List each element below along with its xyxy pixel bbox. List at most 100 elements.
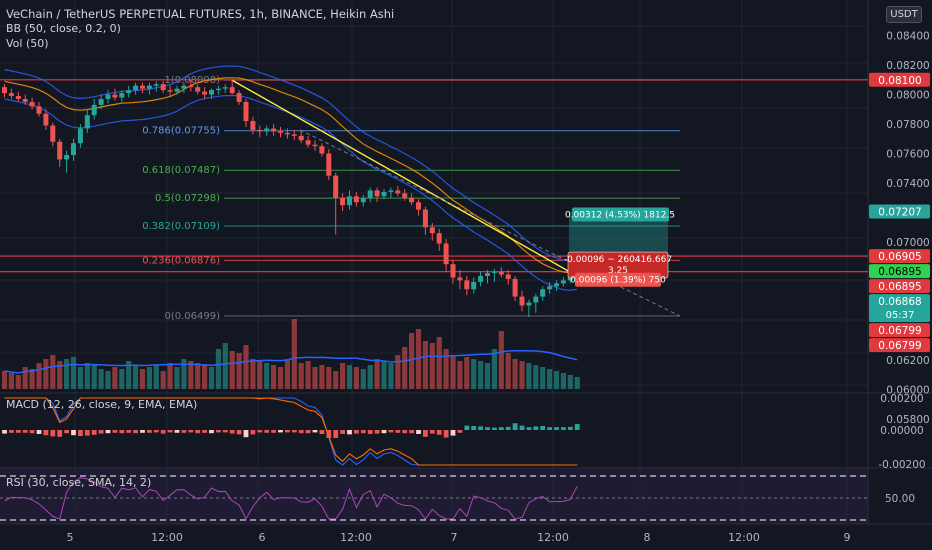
volume-bar	[181, 359, 187, 389]
candle-body[interactable]	[340, 197, 346, 206]
candle-body[interactable]	[64, 155, 70, 160]
candle-body[interactable]	[422, 209, 428, 228]
candle-body[interactable]	[222, 87, 228, 89]
candle-body[interactable]	[243, 101, 249, 122]
candle-body[interactable]	[112, 94, 118, 98]
bollinger-legend[interactable]: BB (50, close, 0.2, 0)	[6, 22, 121, 35]
candle-body[interactable]	[560, 280, 566, 284]
volume-bar	[236, 353, 242, 389]
candle-body[interactable]	[540, 289, 546, 297]
candle-body[interactable]	[471, 281, 477, 290]
trendline[interactable]	[231, 79, 591, 284]
candle-body[interactable]	[533, 296, 539, 303]
candle-body[interactable]	[298, 135, 304, 141]
macd-legend[interactable]: MACD (12, 26, close, 9, EMA, EMA)	[6, 398, 198, 411]
candle-body[interactable]	[146, 85, 152, 89]
candle-body[interactable]	[347, 196, 352, 206]
candle-body[interactable]	[43, 113, 49, 126]
candle-body[interactable]	[498, 271, 504, 275]
candle-body[interactable]	[257, 129, 263, 132]
candle-body[interactable]	[215, 88, 221, 91]
candle-body[interactable]	[250, 121, 256, 130]
candle-body[interactable]	[36, 106, 42, 114]
candle-body[interactable]	[402, 193, 408, 198]
candle-body[interactable]	[98, 98, 104, 105]
macd-histogram-bar	[209, 430, 214, 434]
candle-body[interactable]	[305, 140, 311, 145]
candle-body[interactable]	[409, 197, 415, 203]
candle-body[interactable]	[77, 128, 83, 144]
candle-body[interactable]	[195, 87, 201, 92]
candle-body[interactable]	[326, 153, 332, 176]
candle-body[interactable]	[22, 98, 28, 102]
candle-body[interactable]	[450, 264, 456, 278]
candle-body[interactable]	[360, 197, 366, 203]
candle-body[interactable]	[319, 146, 325, 154]
candle-body[interactable]	[229, 87, 235, 94]
candle-body[interactable]	[71, 143, 76, 156]
candle-body[interactable]	[353, 196, 359, 203]
candle-body[interactable]	[436, 233, 442, 244]
candle-body[interactable]	[174, 88, 180, 92]
candle-body[interactable]	[381, 191, 387, 197]
candle-body[interactable]	[271, 128, 277, 132]
candle-body[interactable]	[209, 90, 214, 95]
volume-legend[interactable]: Vol (50)	[6, 37, 49, 50]
candle-body[interactable]	[140, 85, 145, 89]
candle-body[interactable]	[464, 280, 470, 290]
candle-body[interactable]	[485, 273, 490, 276]
candle-body[interactable]	[126, 90, 132, 94]
price-tag-countdown: 05:37	[886, 310, 915, 321]
candle-body[interactable]	[547, 286, 553, 290]
candle-body[interactable]	[512, 278, 518, 297]
candle-body[interactable]	[188, 85, 194, 88]
candle-body[interactable]	[153, 84, 159, 86]
candle-body[interactable]	[264, 128, 270, 132]
candle-body[interactable]	[8, 93, 14, 97]
candle-body[interactable]	[312, 144, 318, 147]
candle-body[interactable]	[505, 274, 511, 279]
candle-body[interactable]	[181, 85, 187, 89]
candle-body[interactable]	[478, 275, 484, 282]
candle-body[interactable]	[160, 84, 166, 91]
candle-body[interactable]	[333, 175, 339, 198]
candle-body[interactable]	[554, 283, 559, 287]
candle-body[interactable]	[526, 302, 532, 306]
candle-body[interactable]	[50, 125, 56, 142]
volume-bar	[326, 367, 332, 389]
candle-body[interactable]	[429, 227, 435, 234]
currency-button[interactable]: USDT	[886, 6, 922, 23]
candle-body[interactable]	[167, 90, 173, 92]
candle-body[interactable]	[416, 202, 421, 210]
candle-body[interactable]	[29, 101, 35, 107]
volume-bar	[229, 351, 235, 389]
candle-body[interactable]	[57, 141, 63, 160]
candle-body[interactable]	[395, 190, 401, 194]
candle-body[interactable]	[491, 271, 497, 274]
candle-body[interactable]	[133, 85, 139, 91]
target-label: 0.00312 (4.53%) 1812.5	[565, 211, 675, 221]
candle-body[interactable]	[202, 91, 208, 95]
candle-body[interactable]	[457, 277, 463, 281]
candle-body[interactable]	[84, 115, 90, 129]
candle-body[interactable]	[105, 94, 111, 99]
candle-body[interactable]	[388, 190, 394, 192]
candle-body[interactable]	[284, 132, 290, 135]
candle-body[interactable]	[519, 296, 525, 306]
rsi-legend[interactable]: RSI (30, close, SMA, 14, 2)	[6, 476, 152, 489]
candle-body[interactable]	[15, 96, 21, 99]
candle-body[interactable]	[236, 93, 242, 102]
candle-body[interactable]	[367, 190, 373, 198]
candle-body[interactable]	[119, 93, 125, 98]
macd-histogram-bar	[216, 430, 221, 433]
symbol-legend[interactable]: VeChain / TetherUS PERPETUAL FUTURES, 1h…	[6, 7, 395, 21]
volume-bar	[202, 365, 208, 389]
candle-body[interactable]	[443, 243, 449, 265]
candle-body[interactable]	[374, 190, 380, 197]
candle-body[interactable]	[91, 104, 97, 116]
candle-body[interactable]	[278, 131, 283, 133]
candle-body[interactable]	[2, 87, 7, 94]
macd-histogram-bar	[133, 430, 138, 434]
candle-body[interactable]	[291, 134, 297, 136]
